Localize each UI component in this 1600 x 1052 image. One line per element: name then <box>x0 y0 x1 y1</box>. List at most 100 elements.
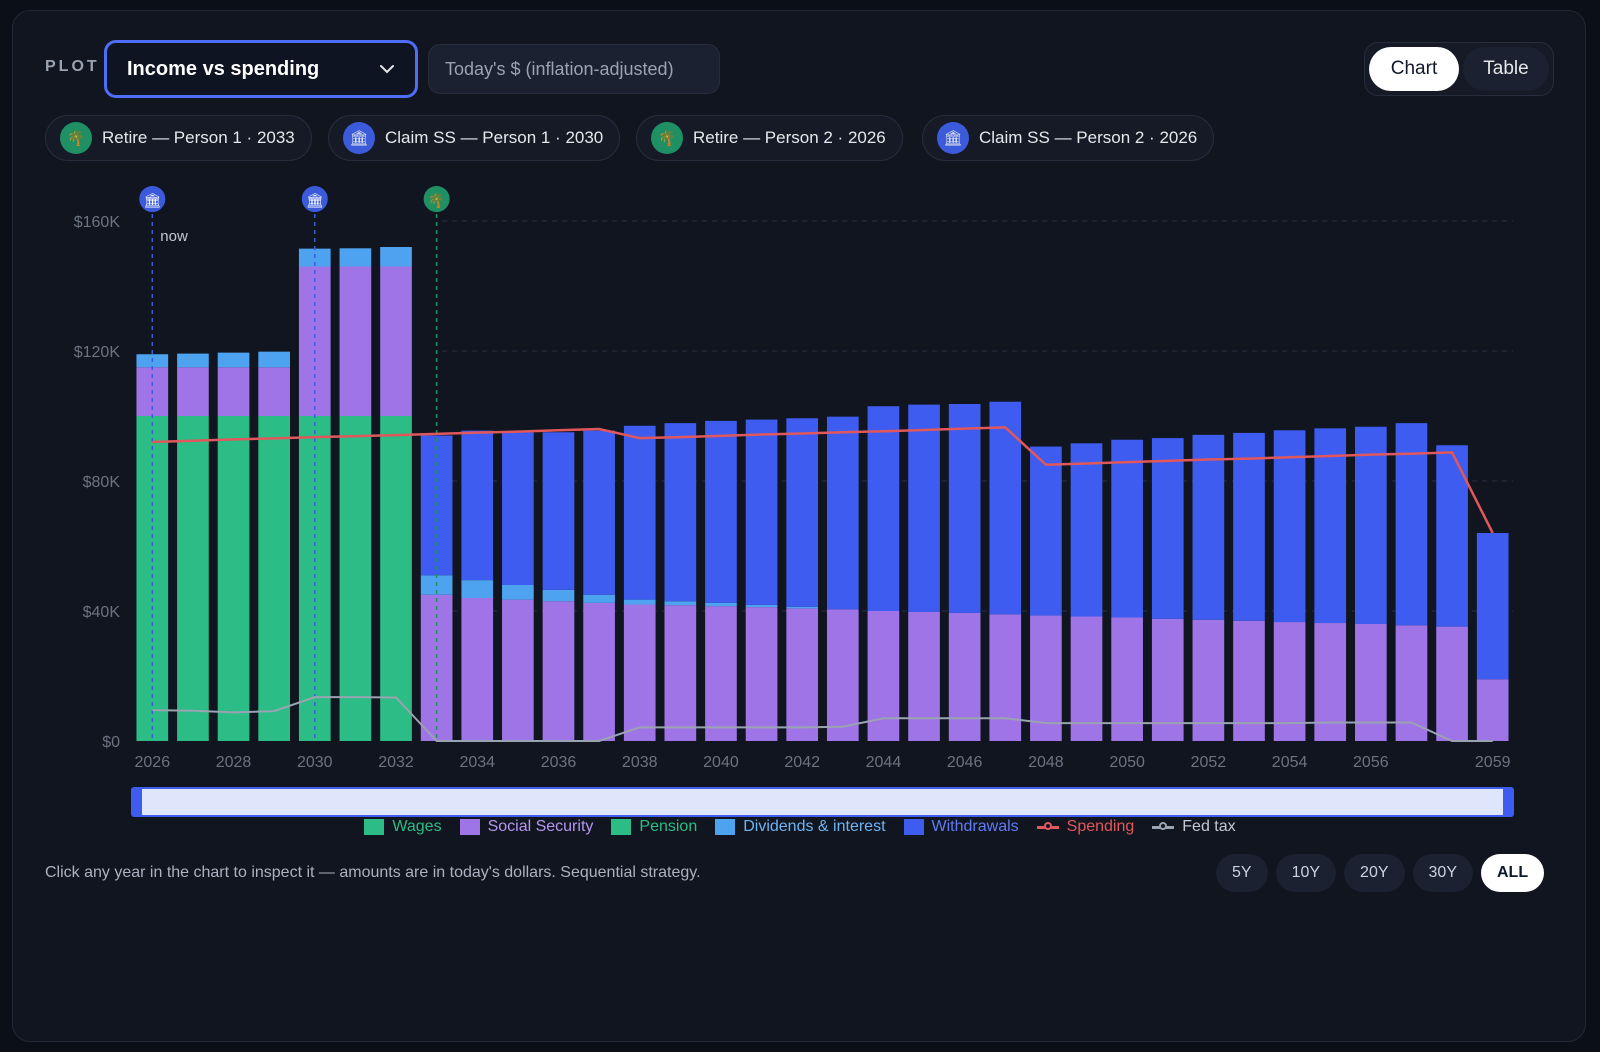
bar-dividends-interest-2040 <box>705 602 737 607</box>
plot-select-value: Income vs spending <box>127 57 320 80</box>
x-tick-label: 2059 <box>1475 754 1511 771</box>
bar-withdrawals-2047 <box>989 401 1022 615</box>
bar-withdrawals-2046 <box>948 403 981 613</box>
bar-wages-2028 <box>217 416 250 741</box>
legend-label: Withdrawals <box>931 818 1019 835</box>
milestone-label: Claim SS — Person 2 · 2026 <box>979 128 1198 147</box>
bar-withdrawals-2050 <box>1111 439 1143 618</box>
legend-swatch <box>1036 821 1059 830</box>
palm-tree-icon: 🌴 <box>651 122 683 154</box>
bar-social-security-2033 <box>420 594 453 741</box>
legend-item-pension[interactable]: Pension <box>611 818 697 836</box>
legend-item-dividends-interest[interactable]: Dividends & interest <box>715 818 886 836</box>
bar-social-security-2041 <box>745 607 778 741</box>
legend-swatch <box>364 819 385 835</box>
bar-withdrawals-2044 <box>867 406 900 611</box>
legend-label: Fed tax <box>1182 818 1236 835</box>
range-brush-right-handle[interactable] <box>1503 788 1513 816</box>
bar-dividends-interest-2035 <box>502 585 534 600</box>
chart-footnote: Click any year in the chart to inspect i… <box>45 864 701 881</box>
range-button-all[interactable]: ALL <box>1480 854 1545 892</box>
bar-withdrawals-2043 <box>826 416 859 610</box>
bar-dividends-interest-2038 <box>623 599 656 605</box>
bar-withdrawals-2034 <box>461 430 494 581</box>
bar-social-security-2049 <box>1070 616 1103 741</box>
range-button-20y[interactable]: 20Y <box>1344 854 1405 892</box>
bar-withdrawals-2035 <box>502 432 534 585</box>
legend-item-withdrawals[interactable]: Withdrawals <box>903 818 1019 836</box>
bar-dividends-interest-2039 <box>664 601 697 606</box>
range-button-5y[interactable]: 5Y <box>1216 854 1268 892</box>
bar-social-security-2046 <box>948 612 981 741</box>
legend-item-wages[interactable]: Wages <box>364 818 442 836</box>
units-toggle[interactable]: Today's $ (inflation-adjusted) <box>428 44 720 94</box>
range-button-10y[interactable]: 10Y <box>1275 854 1337 892</box>
bar-wages-2032 <box>380 416 412 741</box>
bar-dividends-interest-2031 <box>339 248 372 267</box>
bar-social-security-2035 <box>502 599 534 741</box>
chevron-down-icon <box>380 65 394 74</box>
bar-social-security-2050 <box>1111 617 1143 741</box>
x-tick-label: 2026 <box>135 754 171 771</box>
bar-dividends-interest-2027 <box>177 353 209 368</box>
bar-social-security-2029 <box>258 367 291 416</box>
milestone-chip-claim-ss-person-1[interactable]: 🏛 Claim SS — Person 1 · 2030 <box>328 115 621 161</box>
x-tick-label: 2028 <box>216 754 252 771</box>
bank-icon: 🏛 <box>937 122 969 154</box>
bar-social-security-2042 <box>786 608 819 741</box>
x-tick-label: 2030 <box>297 754 333 771</box>
legend-item-spending[interactable]: Spending <box>1036 818 1134 836</box>
bar-dividends-interest-2028 <box>217 352 250 368</box>
milestone-label: Claim SS — Person 1 · 2030 <box>385 128 604 147</box>
bar-social-security-2045 <box>908 611 940 741</box>
x-tick-label: 2040 <box>703 754 739 771</box>
bar-social-security-2048 <box>1030 615 1062 741</box>
x-tick-label: 2052 <box>1191 754 1227 771</box>
y-tick-label: $160K <box>74 214 121 231</box>
bar-dividends-interest-2036 <box>542 589 575 602</box>
bar-withdrawals-2045 <box>908 404 940 612</box>
y-tick-label: $80K <box>83 474 121 491</box>
bar-withdrawals-2051 <box>1151 438 1184 619</box>
legend-swatch <box>459 819 480 835</box>
bar-social-security-2057 <box>1395 625 1428 741</box>
bank-icon <box>137 184 168 214</box>
milestone-chip-retire-person-2[interactable]: 🌴 Retire — Person 2 · 2026 <box>636 115 903 161</box>
bar-dividends-interest-2032 <box>380 247 412 267</box>
bar-social-security-2037 <box>583 602 615 741</box>
milestone-chip-claim-ss-person-2[interactable]: 🏛 Claim SS — Person 2 · 2026 <box>922 115 1215 161</box>
legend-swatch <box>903 819 924 835</box>
view-toggle[interactable]: Chart Table <box>1364 42 1554 96</box>
milestone-chip-retire-person-1[interactable]: 🌴 Retire — Person 1 · 2033 <box>45 115 312 161</box>
bank-icon <box>299 184 330 214</box>
bar-dividends-interest-2041 <box>745 604 778 608</box>
plot-select[interactable]: Income vs spending <box>104 40 418 98</box>
bar-social-security-2027 <box>177 367 209 416</box>
range-selector[interactable]: 5Y 10Y 20Y 30Y ALL <box>1216 854 1545 892</box>
x-tick-label: 2038 <box>622 754 658 771</box>
bar-withdrawals-2056 <box>1354 426 1387 624</box>
x-tick-label: 2050 <box>1109 754 1145 771</box>
bar-wages-2029 <box>258 416 291 741</box>
table-view-button[interactable]: Table <box>1463 47 1549 91</box>
legend-swatch <box>611 819 632 835</box>
x-tick-label: 2046 <box>947 754 983 771</box>
line-spending <box>152 426 1494 534</box>
bar-withdrawals-2053 <box>1233 432 1265 621</box>
units-label: Today's $ (inflation-adjusted) <box>445 58 674 79</box>
income-spending-chart[interactable]: $0 $40K $80K $120K $160K 🏛 🏛 🌴 now 2026 2028 2030 20… <box>0 0 1600 830</box>
legend-item-social-security[interactable]: Social Security <box>459 818 593 836</box>
bar-social-security-2059 <box>1476 679 1509 741</box>
plot-label: PLOT <box>45 58 100 75</box>
milestone-label: Retire — Person 2 · 2026 <box>693 128 886 147</box>
bar-social-security-2028 <box>217 367 250 416</box>
range-button-30y[interactable]: 30Y <box>1412 854 1473 892</box>
chart-view-button[interactable]: Chart <box>1369 47 1459 91</box>
bar-social-security-2039 <box>664 605 697 741</box>
bar-wages-2027 <box>177 416 209 741</box>
range-brush[interactable] <box>131 787 1514 817</box>
legend-item-fed-tax[interactable]: Fed tax <box>1152 818 1236 836</box>
bar-social-security-2058 <box>1436 626 1468 741</box>
bar-withdrawals-2054 <box>1273 430 1306 623</box>
range-brush-left-handle[interactable] <box>132 788 142 816</box>
